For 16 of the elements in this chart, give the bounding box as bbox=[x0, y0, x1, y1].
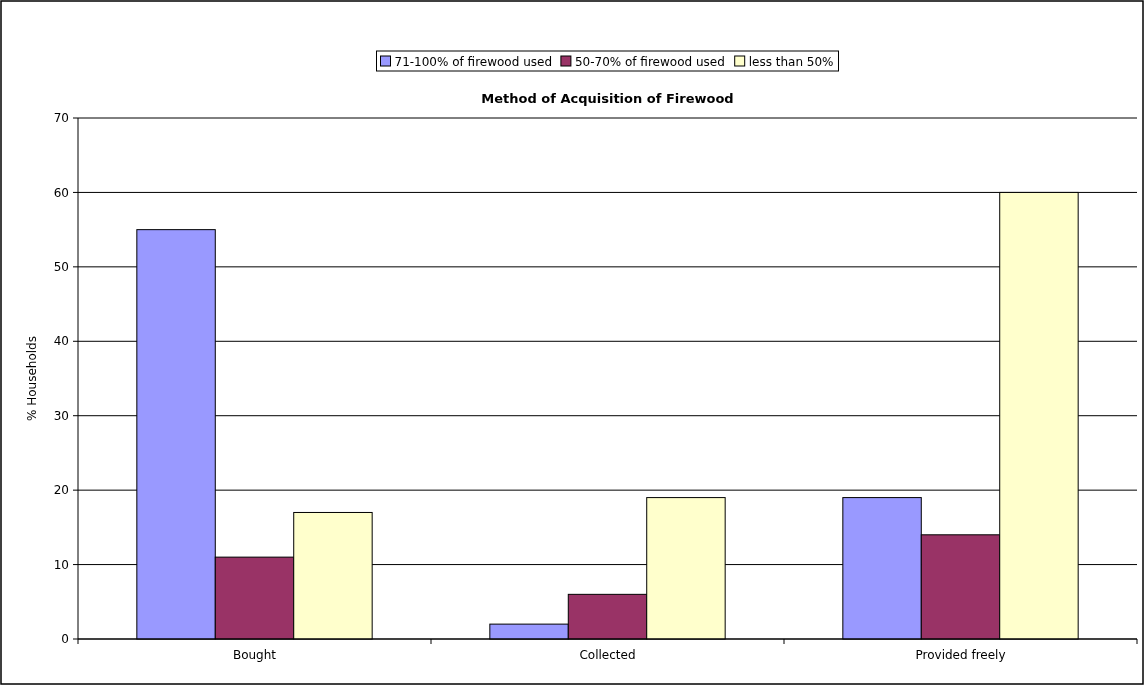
y-tick-label: 20 bbox=[53, 483, 69, 498]
y-tick-label: 60 bbox=[53, 185, 69, 200]
y-tick-label: 70 bbox=[53, 111, 69, 126]
y-tick-label: 40 bbox=[53, 334, 69, 349]
y-tick-label: 0 bbox=[61, 632, 69, 647]
y-tick-label: 10 bbox=[53, 557, 69, 572]
y-axis-title: % Households bbox=[25, 336, 39, 421]
legend-label: 71-100% of firewood used bbox=[394, 55, 552, 69]
legend-label: 50-70% of firewood used bbox=[574, 55, 725, 69]
chart-title: Method of Acquisition of Firewood bbox=[481, 91, 734, 106]
y-tick-label: 30 bbox=[53, 408, 69, 423]
x-tick-label: Collected bbox=[579, 648, 636, 662]
x-tick-label: Provided freely bbox=[915, 648, 1006, 662]
y-tick-label: 50 bbox=[53, 260, 69, 275]
legend-label: less than 50% bbox=[748, 55, 834, 69]
x-tick-label: Bought bbox=[232, 648, 277, 662]
